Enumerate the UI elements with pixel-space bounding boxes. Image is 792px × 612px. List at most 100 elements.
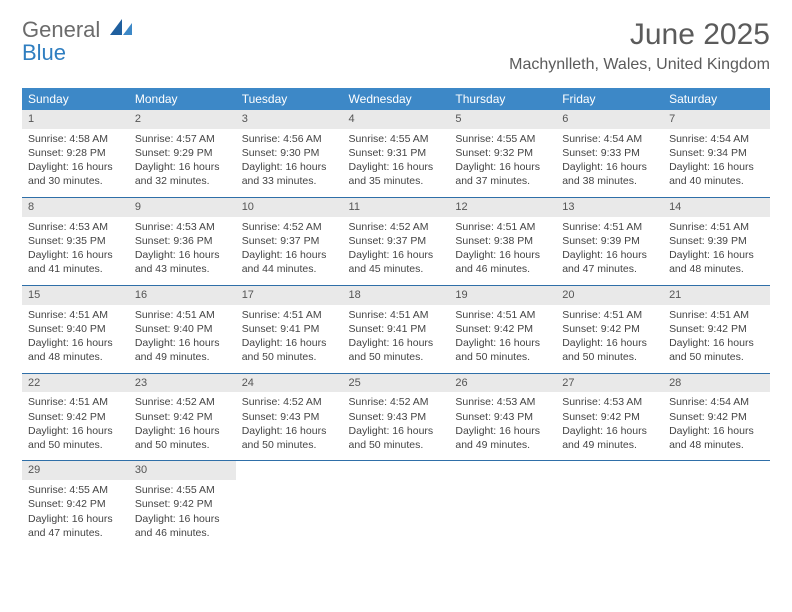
day-body: Sunrise: 4:55 AMSunset: 9:31 PMDaylight:… [343, 129, 450, 197]
daylight-text: Daylight: 16 hours and 50 minutes. [669, 336, 764, 364]
day-body: Sunrise: 4:55 AMSunset: 9:32 PMDaylight:… [449, 129, 556, 197]
day-number: 10 [236, 198, 343, 217]
brand-line2: Blue [22, 40, 66, 65]
calendar-cell: 30Sunrise: 4:55 AMSunset: 9:42 PMDayligh… [129, 461, 236, 548]
sunrise-text: Sunrise: 4:52 AM [135, 395, 230, 409]
daylight-text: Daylight: 16 hours and 41 minutes. [28, 248, 123, 276]
sail-icon [110, 18, 132, 41]
sunrise-text: Sunrise: 4:58 AM [28, 132, 123, 146]
day-body: Sunrise: 4:53 AMSunset: 9:43 PMDaylight:… [449, 392, 556, 460]
calendar-cell: 8Sunrise: 4:53 AMSunset: 9:35 PMDaylight… [22, 197, 129, 285]
daylight-text: Daylight: 16 hours and 48 minutes. [669, 424, 764, 452]
day-header: Sunday [22, 88, 129, 110]
calendar-cell: .. [556, 461, 663, 548]
day-body: Sunrise: 4:54 AMSunset: 9:34 PMDaylight:… [663, 129, 770, 197]
sunrise-text: Sunrise: 4:55 AM [135, 483, 230, 497]
calendar-cell: 21Sunrise: 4:51 AMSunset: 9:42 PMDayligh… [663, 285, 770, 373]
day-number: 24 [236, 374, 343, 393]
brand-line1: General [22, 17, 100, 42]
calendar-cell: 16Sunrise: 4:51 AMSunset: 9:40 PMDayligh… [129, 285, 236, 373]
day-number: 5 [449, 110, 556, 129]
sunrise-text: Sunrise: 4:54 AM [669, 132, 764, 146]
calendar-cell: 3Sunrise: 4:56 AMSunset: 9:30 PMDaylight… [236, 110, 343, 197]
sunset-text: Sunset: 9:39 PM [562, 234, 657, 248]
day-header: Wednesday [343, 88, 450, 110]
sunrise-text: Sunrise: 4:54 AM [669, 395, 764, 409]
calendar-cell: 7Sunrise: 4:54 AMSunset: 9:34 PMDaylight… [663, 110, 770, 197]
day-number: 3 [236, 110, 343, 129]
title-block: June 2025 Machynlleth, Wales, United Kin… [509, 18, 770, 74]
day-body: Sunrise: 4:55 AMSunset: 9:42 PMDaylight:… [129, 480, 236, 548]
sunrise-text: Sunrise: 4:56 AM [242, 132, 337, 146]
sunrise-text: Sunrise: 4:51 AM [135, 308, 230, 322]
day-body: Sunrise: 4:53 AMSunset: 9:35 PMDaylight:… [22, 217, 129, 285]
calendar-cell: 24Sunrise: 4:52 AMSunset: 9:43 PMDayligh… [236, 373, 343, 461]
calendar-cell: 25Sunrise: 4:52 AMSunset: 9:43 PMDayligh… [343, 373, 450, 461]
sunrise-text: Sunrise: 4:51 AM [242, 308, 337, 322]
sunset-text: Sunset: 9:37 PM [349, 234, 444, 248]
day-header: Tuesday [236, 88, 343, 110]
day-number: 23 [129, 374, 236, 393]
daylight-text: Daylight: 16 hours and 50 minutes. [242, 424, 337, 452]
day-body: Sunrise: 4:54 AMSunset: 9:42 PMDaylight:… [663, 392, 770, 460]
calendar-cell: 18Sunrise: 4:51 AMSunset: 9:41 PMDayligh… [343, 285, 450, 373]
sunset-text: Sunset: 9:41 PM [349, 322, 444, 336]
daylight-text: Daylight: 16 hours and 38 minutes. [562, 160, 657, 188]
calendar-cell: 13Sunrise: 4:51 AMSunset: 9:39 PMDayligh… [556, 197, 663, 285]
day-number: 15 [22, 286, 129, 305]
day-body: Sunrise: 4:53 AMSunset: 9:36 PMDaylight:… [129, 217, 236, 285]
day-header: Saturday [663, 88, 770, 110]
sunrise-text: Sunrise: 4:51 AM [669, 308, 764, 322]
sunrise-text: Sunrise: 4:51 AM [562, 308, 657, 322]
sunset-text: Sunset: 9:42 PM [135, 410, 230, 424]
day-number: 17 [236, 286, 343, 305]
calendar-cell: 20Sunrise: 4:51 AMSunset: 9:42 PMDayligh… [556, 285, 663, 373]
day-body: Sunrise: 4:51 AMSunset: 9:39 PMDaylight:… [663, 217, 770, 285]
sunset-text: Sunset: 9:38 PM [455, 234, 550, 248]
month-title: June 2025 [509, 18, 770, 52]
day-number: 8 [22, 198, 129, 217]
sunset-text: Sunset: 9:35 PM [28, 234, 123, 248]
day-body: Sunrise: 4:55 AMSunset: 9:42 PMDaylight:… [22, 480, 129, 548]
calendar-cell: 29Sunrise: 4:55 AMSunset: 9:42 PMDayligh… [22, 461, 129, 548]
sunset-text: Sunset: 9:34 PM [669, 146, 764, 160]
day-number: 22 [22, 374, 129, 393]
calendar-row: 15Sunrise: 4:51 AMSunset: 9:40 PMDayligh… [22, 285, 770, 373]
calendar-row: 8Sunrise: 4:53 AMSunset: 9:35 PMDaylight… [22, 197, 770, 285]
day-body: Sunrise: 4:51 AMSunset: 9:39 PMDaylight:… [556, 217, 663, 285]
day-body: Sunrise: 4:51 AMSunset: 9:41 PMDaylight:… [236, 305, 343, 373]
day-number: 2 [129, 110, 236, 129]
location-subtitle: Machynlleth, Wales, United Kingdom [509, 56, 770, 74]
daylight-text: Daylight: 16 hours and 50 minutes. [562, 336, 657, 364]
day-body: Sunrise: 4:51 AMSunset: 9:41 PMDaylight:… [343, 305, 450, 373]
daylight-text: Daylight: 16 hours and 50 minutes. [349, 424, 444, 452]
day-number: 16 [129, 286, 236, 305]
calendar-cell: 1Sunrise: 4:58 AMSunset: 9:28 PMDaylight… [22, 110, 129, 197]
sunrise-text: Sunrise: 4:53 AM [28, 220, 123, 234]
sunrise-text: Sunrise: 4:55 AM [349, 132, 444, 146]
calendar-cell: 23Sunrise: 4:52 AMSunset: 9:42 PMDayligh… [129, 373, 236, 461]
day-header: Friday [556, 88, 663, 110]
day-header: Thursday [449, 88, 556, 110]
sunrise-text: Sunrise: 4:53 AM [135, 220, 230, 234]
sunset-text: Sunset: 9:42 PM [562, 410, 657, 424]
day-body: Sunrise: 4:57 AMSunset: 9:29 PMDaylight:… [129, 129, 236, 197]
calendar-table: Sunday Monday Tuesday Wednesday Thursday… [22, 88, 770, 548]
sunrise-text: Sunrise: 4:51 AM [455, 308, 550, 322]
day-body: Sunrise: 4:53 AMSunset: 9:42 PMDaylight:… [556, 392, 663, 460]
day-body: Sunrise: 4:52 AMSunset: 9:37 PMDaylight:… [236, 217, 343, 285]
day-body: Sunrise: 4:51 AMSunset: 9:42 PMDaylight:… [449, 305, 556, 373]
day-number: 25 [343, 374, 450, 393]
day-body: Sunrise: 4:51 AMSunset: 9:40 PMDaylight:… [22, 305, 129, 373]
sunrise-text: Sunrise: 4:53 AM [455, 395, 550, 409]
daylight-text: Daylight: 16 hours and 47 minutes. [562, 248, 657, 276]
brand-text: General Blue [22, 18, 132, 64]
daylight-text: Daylight: 16 hours and 49 minutes. [455, 424, 550, 452]
day-number: 7 [663, 110, 770, 129]
sunset-text: Sunset: 9:42 PM [669, 410, 764, 424]
daylight-text: Daylight: 16 hours and 45 minutes. [349, 248, 444, 276]
daylight-text: Daylight: 16 hours and 49 minutes. [135, 336, 230, 364]
calendar-body: 1Sunrise: 4:58 AMSunset: 9:28 PMDaylight… [22, 110, 770, 548]
calendar-cell: 19Sunrise: 4:51 AMSunset: 9:42 PMDayligh… [449, 285, 556, 373]
sunset-text: Sunset: 9:42 PM [455, 322, 550, 336]
